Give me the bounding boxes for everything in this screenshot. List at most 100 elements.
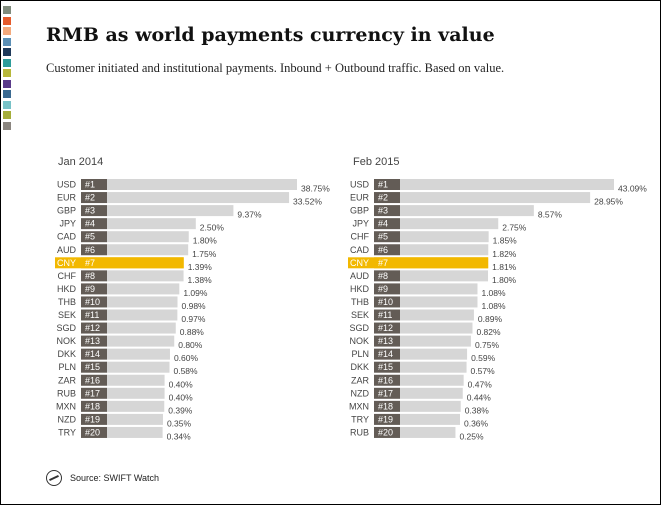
category-label: GBP (57, 206, 76, 216)
value-label: 0.35% (167, 418, 192, 428)
rank-label: #19 (85, 414, 100, 424)
bar-try (400, 413, 460, 425)
value-label: 1.08% (481, 288, 506, 298)
color-stripe (3, 27, 11, 35)
value-label: 0.75% (475, 340, 500, 350)
bar-zar (400, 374, 464, 386)
rank-box (81, 296, 107, 308)
bar-try (107, 426, 163, 438)
bar-mxn (400, 400, 461, 412)
bar-chf (107, 270, 184, 282)
category-label: PLN (58, 362, 76, 372)
category-label: PLN (351, 349, 369, 359)
rank-box (374, 387, 400, 399)
value-label: 38.75% (301, 184, 330, 194)
rank-label: #9 (85, 284, 95, 294)
category-label: NZD (351, 388, 370, 398)
rank-box (81, 348, 107, 360)
source-text: Source: SWIFT Watch (70, 473, 160, 483)
rank-label: #17 (85, 388, 100, 398)
color-stripe (3, 6, 11, 14)
bar-chf (400, 231, 489, 243)
rank-label: #4 (85, 219, 95, 229)
value-label: 1.80% (193, 236, 218, 246)
value-label: 0.82% (476, 327, 501, 337)
rank-label: #3 (85, 206, 95, 216)
category-label: CAD (350, 245, 370, 255)
page-title: RMB as world payments currency in value (46, 24, 495, 46)
rank-label: #12 (378, 323, 393, 333)
category-label: AUD (350, 271, 370, 281)
page-subtitle: Customer initiated and institutional pay… (46, 61, 505, 75)
bar-aud (107, 244, 189, 256)
value-label: 1.39% (188, 262, 213, 272)
rank-box (81, 192, 107, 204)
chart-title-jan-2014: Jan 2014 (58, 156, 104, 168)
rank-box (374, 413, 400, 425)
value-label: 43.09% (618, 184, 647, 194)
bar-cny (400, 257, 489, 269)
rank-label: #11 (378, 310, 392, 320)
rank-box (374, 309, 400, 321)
rank-box (81, 179, 107, 190)
rank-box (81, 270, 107, 282)
value-label: 0.97% (181, 314, 206, 324)
rank-label: #17 (378, 388, 393, 398)
bar-eur (107, 192, 290, 204)
bar-nok (400, 335, 471, 347)
value-label: 0.60% (174, 353, 199, 363)
category-label: JPY (352, 219, 369, 229)
rank-box (374, 335, 400, 347)
bar-sgd (400, 322, 473, 334)
rank-box (374, 257, 400, 269)
rank-label: #16 (85, 375, 100, 385)
value-label: 0.34% (167, 431, 192, 441)
rank-box (81, 387, 107, 399)
category-label: CAD (57, 232, 77, 242)
rank-label: #13 (85, 336, 100, 346)
rank-box (374, 400, 400, 412)
rank-box (374, 348, 400, 360)
bar-zar (107, 374, 165, 386)
category-label: TRY (351, 414, 369, 424)
rank-label: #20 (85, 427, 100, 437)
category-label: SGD (349, 323, 369, 333)
rank-box (374, 218, 400, 230)
rank-box (81, 426, 107, 438)
rank-box (374, 374, 400, 386)
color-stripe (3, 69, 11, 77)
bar-pln (107, 361, 170, 373)
bar-dkk (107, 348, 170, 360)
rank-label: #10 (378, 297, 393, 307)
value-label: 0.44% (467, 392, 492, 402)
category-label: ZAR (351, 375, 370, 385)
bar-pln (400, 348, 468, 360)
color-stripe (3, 111, 11, 119)
value-label: 0.38% (465, 405, 490, 415)
bar-cny (107, 257, 184, 269)
swift-logo-icon (46, 470, 62, 486)
category-label: EUR (57, 193, 77, 203)
value-label: 1.85% (493, 236, 518, 246)
rank-label: #12 (85, 323, 100, 333)
category-label: USD (57, 180, 77, 190)
rank-label: #2 (85, 193, 95, 203)
category-label: NZD (58, 414, 77, 424)
category-label: AUD (57, 245, 77, 255)
value-label: 0.39% (168, 405, 193, 415)
bar-mxn (107, 400, 165, 412)
rank-label: #3 (378, 206, 388, 216)
rank-box (374, 296, 400, 308)
category-label: SEK (58, 310, 76, 320)
category-label: DKK (57, 349, 76, 359)
bar-nzd (107, 413, 163, 425)
rank-box (374, 322, 400, 334)
category-label: JPY (59, 219, 76, 229)
category-label: HKD (350, 284, 370, 294)
bar-usd (107, 179, 297, 190)
rank-box (374, 426, 400, 438)
bar-sgd (107, 322, 176, 334)
rank-label: #1 (85, 180, 95, 190)
rank-label: #7 (378, 258, 388, 268)
